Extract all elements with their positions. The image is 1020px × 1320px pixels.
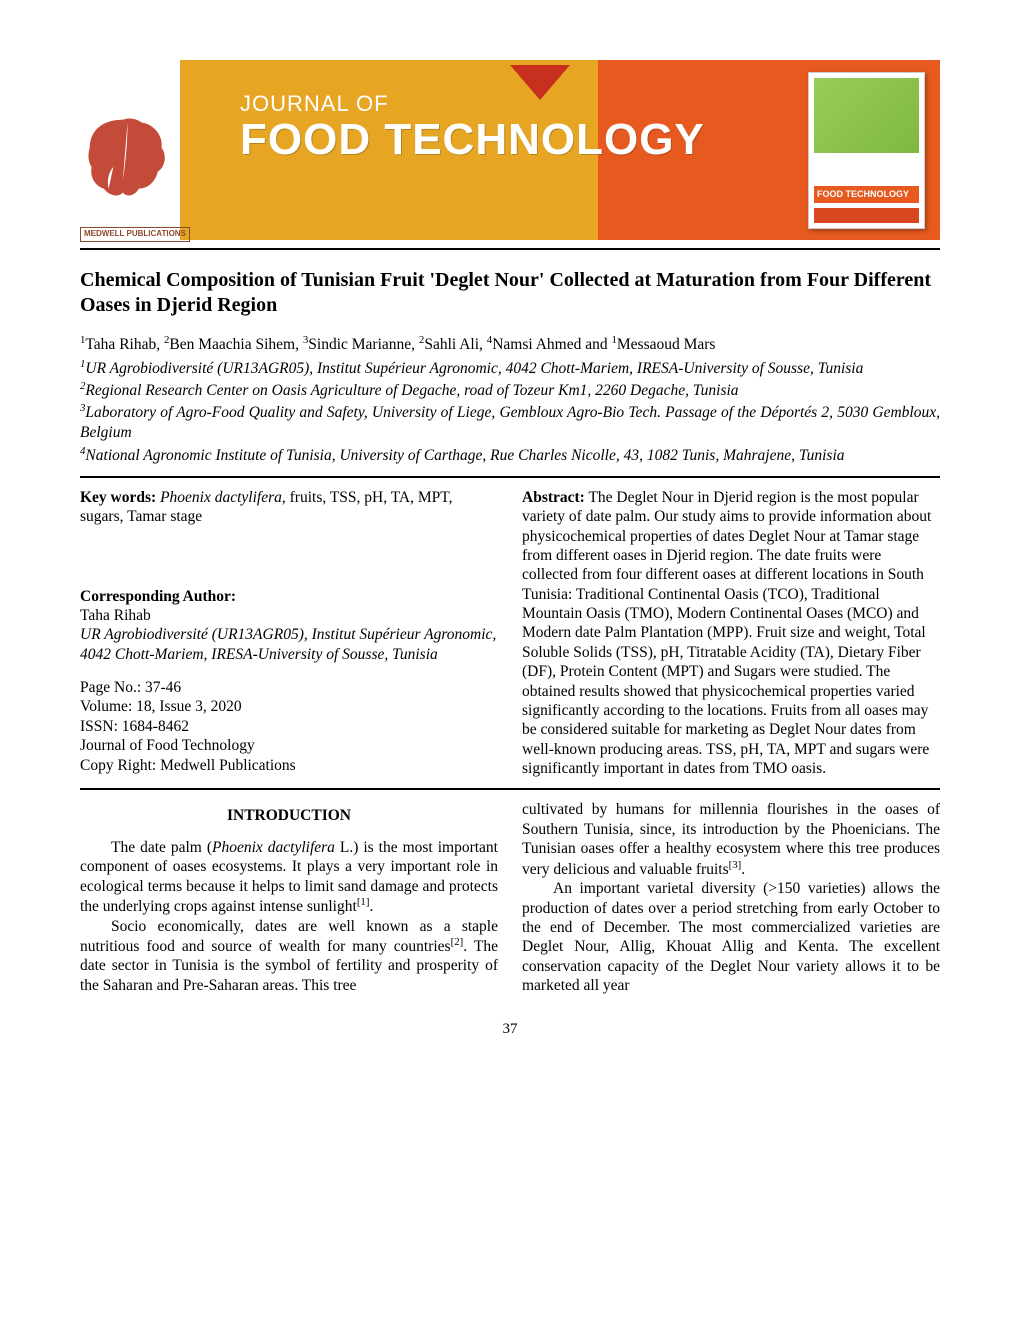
body-two-column: INTRODUCTION The date palm (Phoenix dact… [80, 800, 940, 995]
cover-image-area [814, 78, 919, 153]
keywords-lead-italic: Phoenix dactylifera [160, 489, 282, 506]
publisher-logo: MEDWELL PUBLICATIONS [80, 227, 190, 242]
body-left-column: INTRODUCTION The date palm (Phoenix dact… [80, 800, 498, 995]
journal-cover-thumbnail: FOOD TECHNOLOGY [808, 72, 925, 229]
abstract-text: The Deglet Nour in Djerid region is the … [522, 489, 931, 777]
abstract-label: Abstract: [522, 489, 585, 506]
left-column-meta: Key words: Phoenix dactylifera, fruits, … [80, 488, 498, 775]
page-number: 37 [80, 1020, 940, 1039]
journal-name: Journal of Food Technology [80, 736, 498, 755]
page-no: Page No.: 37-46 [80, 678, 498, 697]
body-right-column: cultivated by humans for millennia flour… [522, 800, 940, 995]
divider-after-affiliations [80, 476, 940, 478]
volume-issue: Volume: 18, Issue 3, 2020 [80, 697, 498, 716]
author-list: 1Taha Rihab, 2Ben Maachia Sihem, 3Sindic… [80, 334, 940, 355]
affiliation-3: 3Laboratory of Agro-Food Quality and Saf… [80, 401, 940, 443]
corresponding-address: UR Agrobiodiversité (UR13AGR05), Institu… [80, 625, 498, 664]
corresponding-label: Corresponding Author: [80, 587, 498, 606]
banner-title-group: JOURNAL OF FOOD TECHNOLOGY [240, 90, 705, 162]
intro-para-4: An important varietal diversity (>150 va… [522, 879, 940, 995]
cover-title: FOOD TECHNOLOGY [814, 186, 919, 203]
spacer-small [80, 664, 498, 678]
corresponding-author-block: Corresponding Author: Taha Rihab UR Agro… [80, 587, 498, 665]
introduction-heading: INTRODUCTION [80, 806, 498, 825]
cover-footer-bar [814, 208, 919, 223]
banner-subtitle: JOURNAL OF [240, 90, 705, 118]
keywords-label: Key words: [80, 489, 156, 506]
keywords-block: Key words: Phoenix dactylifera, fruits, … [80, 488, 498, 527]
keywords-abstract-row: Key words: Phoenix dactylifera, fruits, … [80, 488, 940, 779]
corresponding-name: Taha Rihab [80, 606, 498, 625]
publication-meta: Page No.: 37-46 Volume: 18, Issue 3, 202… [80, 678, 498, 775]
copyright: Copy Right: Medwell Publications [80, 756, 498, 775]
intro-para-2: Socio economically, dates are well known… [80, 917, 498, 996]
right-column-abstract: Abstract: The Deglet Nour in Djerid regi… [522, 488, 940, 779]
journal-banner: JOURNAL OF FOOD TECHNOLOGY MEDWELL PUBLI… [80, 60, 940, 240]
divider-before-body [80, 788, 940, 790]
brain-icon [80, 115, 175, 200]
affiliation-4: 4National Agronomic Institute of Tunisia… [80, 444, 940, 466]
divider-top [80, 248, 940, 250]
affiliations: 1UR Agrobiodiversité (UR13AGR05), Instit… [80, 357, 940, 466]
intro-para-3: cultivated by humans for millennia flour… [522, 800, 940, 879]
banner-title: FOOD TECHNOLOGY [240, 118, 705, 162]
intro-para-1: The date palm (Phoenix dactylifera L.) i… [80, 838, 498, 917]
spacer [80, 527, 498, 587]
article-title: Chemical Composition of Tunisian Fruit '… [80, 268, 940, 318]
affiliation-1: 1UR Agrobiodiversité (UR13AGR05), Instit… [80, 357, 940, 379]
affiliation-2: 2Regional Research Center on Oasis Agric… [80, 379, 940, 401]
issn: ISSN: 1684-8462 [80, 717, 498, 736]
